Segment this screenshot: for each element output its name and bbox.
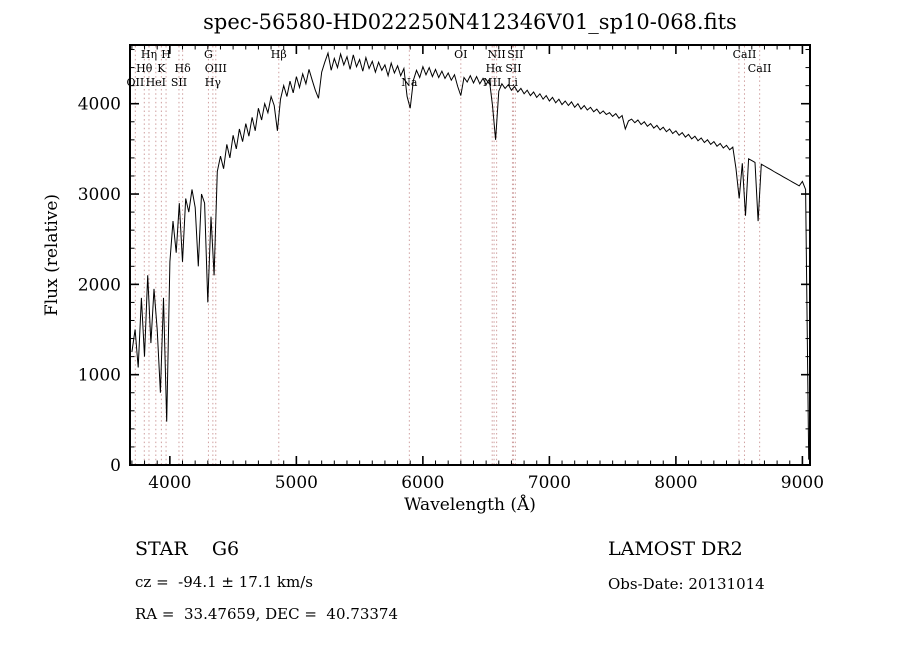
svg-text:Hθ: Hθ bbox=[136, 62, 153, 75]
svg-text:Li: Li bbox=[507, 76, 518, 89]
svg-text:Hδ: Hδ bbox=[175, 62, 192, 75]
svg-text:9000: 9000 bbox=[781, 473, 824, 493]
svg-text:CaII: CaII bbox=[748, 62, 772, 75]
svg-text:NII: NII bbox=[483, 76, 501, 89]
svg-text:5000: 5000 bbox=[275, 473, 318, 493]
svg-text:Hα: Hα bbox=[486, 62, 504, 75]
svg-text:OI: OI bbox=[454, 48, 467, 61]
obs-date-label: Obs-Date: 20131014 bbox=[608, 575, 765, 593]
svg-text:4000: 4000 bbox=[78, 95, 121, 115]
survey-label: LAMOST DR2 bbox=[608, 538, 743, 560]
star-class-label: STAR G6 bbox=[135, 538, 240, 560]
svg-text:OIII: OIII bbox=[205, 62, 227, 75]
x-axis-label: Wavelength (Å) bbox=[404, 495, 536, 515]
svg-text:2000: 2000 bbox=[78, 275, 121, 295]
cz-label: cz = -94.1 ± 17.1 km/s bbox=[135, 573, 313, 591]
svg-text:Hβ: Hβ bbox=[271, 48, 287, 61]
svg-text:0: 0 bbox=[110, 456, 121, 476]
svg-text:H: H bbox=[161, 48, 171, 61]
svg-text:K: K bbox=[157, 62, 166, 75]
svg-text:Hη: Hη bbox=[141, 48, 157, 61]
svg-text:7000: 7000 bbox=[528, 473, 571, 493]
svg-text:SII: SII bbox=[507, 48, 523, 61]
svg-text:Hγ: Hγ bbox=[205, 76, 222, 89]
svg-text:OII: OII bbox=[126, 76, 144, 89]
chart-title: spec-56580-HD022250N412346V01_sp10-068.f… bbox=[203, 10, 737, 34]
svg-text:1000: 1000 bbox=[78, 366, 121, 386]
svg-text:8000: 8000 bbox=[654, 473, 697, 493]
svg-text:HeI: HeI bbox=[146, 76, 166, 89]
svg-text:4000: 4000 bbox=[148, 473, 191, 493]
svg-text:G: G bbox=[204, 48, 213, 61]
svg-text:SII: SII bbox=[505, 62, 521, 75]
svg-text:SII: SII bbox=[171, 76, 187, 89]
y-axis-label: Flux (relative) bbox=[42, 193, 62, 317]
svg-text:6000: 6000 bbox=[401, 473, 444, 493]
svg-text:NII: NII bbox=[487, 48, 505, 61]
svg-text:3000: 3000 bbox=[78, 185, 121, 205]
ra-dec-label: RA = 33.47659, DEC = 40.73374 bbox=[135, 605, 399, 623]
svg-text:CaII: CaII bbox=[733, 48, 757, 61]
svg-text:Na: Na bbox=[401, 76, 418, 89]
